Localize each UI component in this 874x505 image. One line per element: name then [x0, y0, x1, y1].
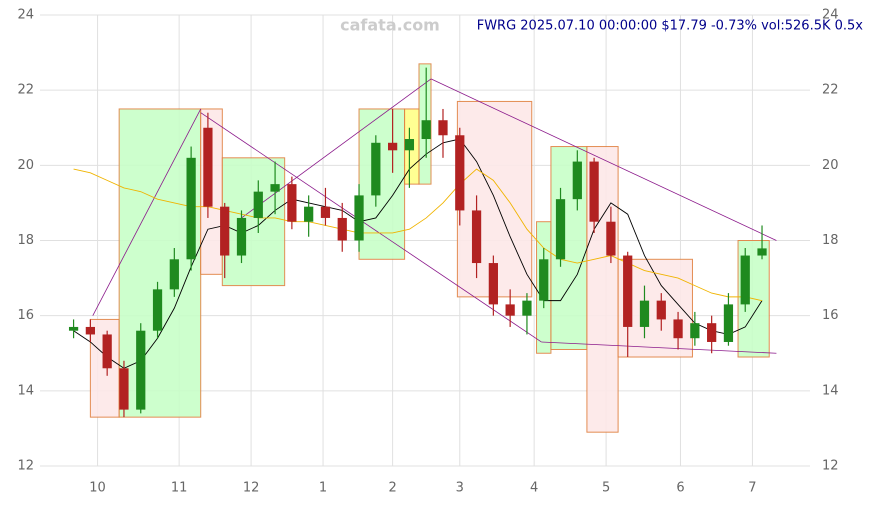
y-tick-label: 22 — [17, 83, 34, 98]
candle-body — [572, 161, 582, 200]
trend-line — [241, 78, 432, 219]
zone — [118, 108, 202, 418]
candle-body — [68, 326, 79, 331]
x-tick-label: 2 — [388, 481, 396, 496]
y-tick-label-right: 14 — [822, 383, 839, 398]
candle-body — [337, 217, 347, 241]
x-tick-label: 7 — [748, 481, 756, 496]
y-tick-label-right: 16 — [822, 308, 839, 323]
candle-body — [253, 191, 263, 218]
candle-body — [119, 368, 129, 410]
y-tick-label: 24 — [17, 8, 34, 23]
candle-body — [555, 199, 566, 260]
candle-body — [589, 161, 599, 222]
y-tick-label-right: 12 — [822, 459, 839, 474]
x-tick-label: 1 — [319, 481, 327, 496]
candle-body — [639, 300, 650, 327]
zone — [221, 157, 286, 287]
candle-body — [236, 217, 247, 256]
candle-body — [421, 120, 431, 140]
candle-body — [371, 142, 381, 196]
x-tick-label: 10 — [89, 481, 106, 496]
candle-body — [85, 326, 95, 335]
trend-line — [430, 78, 777, 241]
candle-body — [287, 184, 297, 222]
y-tick-label-right: 18 — [822, 233, 839, 248]
candle-body — [539, 259, 549, 301]
candle-body — [186, 157, 196, 260]
candle-body — [354, 195, 364, 241]
candle-body — [152, 289, 163, 331]
x-tick-label: 5 — [602, 481, 610, 496]
zone — [358, 108, 406, 260]
candle-body — [455, 135, 465, 211]
candle-body — [169, 259, 179, 290]
candle-body — [522, 300, 532, 316]
candle-body — [757, 248, 767, 256]
trend-line — [200, 112, 542, 343]
candle-body — [404, 139, 415, 151]
candle-body — [623, 255, 633, 327]
candle-body — [387, 142, 398, 151]
y-tick-label: 20 — [17, 158, 34, 173]
candle-body — [320, 206, 331, 218]
candle-body — [740, 255, 750, 305]
candle-body — [707, 323, 717, 342]
trend-line — [92, 108, 202, 316]
candle-body — [136, 330, 146, 410]
y-tick-label: 16 — [17, 308, 34, 323]
candle-body — [488, 263, 498, 305]
candle-body — [102, 334, 112, 369]
y-tick-label: 14 — [17, 383, 34, 398]
candle-body — [690, 323, 700, 339]
candle-body — [203, 127, 213, 207]
y-tick-label: 12 — [17, 459, 34, 474]
candle-body — [220, 206, 230, 256]
candle-body — [438, 120, 448, 136]
chart-title: FWRG 2025.07.10 00:00:00 $17.79 -0.73% v… — [477, 19, 864, 34]
y-tick-label-right: 24 — [822, 8, 839, 23]
candle-body — [606, 221, 616, 256]
candle-body — [505, 304, 515, 316]
y-tick-label-right: 22 — [822, 83, 839, 98]
x-tick-label: 11 — [171, 481, 188, 496]
candle-body — [673, 319, 683, 339]
x-tick-label: 12 — [243, 481, 260, 496]
candle-body — [723, 304, 734, 342]
candle-body — [304, 206, 314, 222]
candle-body — [656, 300, 666, 320]
watermark: cafata.com — [340, 16, 440, 35]
y-tick-label-right: 20 — [822, 158, 839, 173]
x-tick-label: 6 — [676, 481, 684, 496]
candle-body — [270, 184, 280, 192]
x-tick-label: 4 — [530, 481, 538, 496]
trend-line — [541, 341, 777, 354]
y-tick-label: 18 — [17, 233, 34, 248]
x-tick-label: 3 — [456, 481, 464, 496]
candle-body — [471, 210, 482, 264]
moving-average — [73, 138, 763, 369]
